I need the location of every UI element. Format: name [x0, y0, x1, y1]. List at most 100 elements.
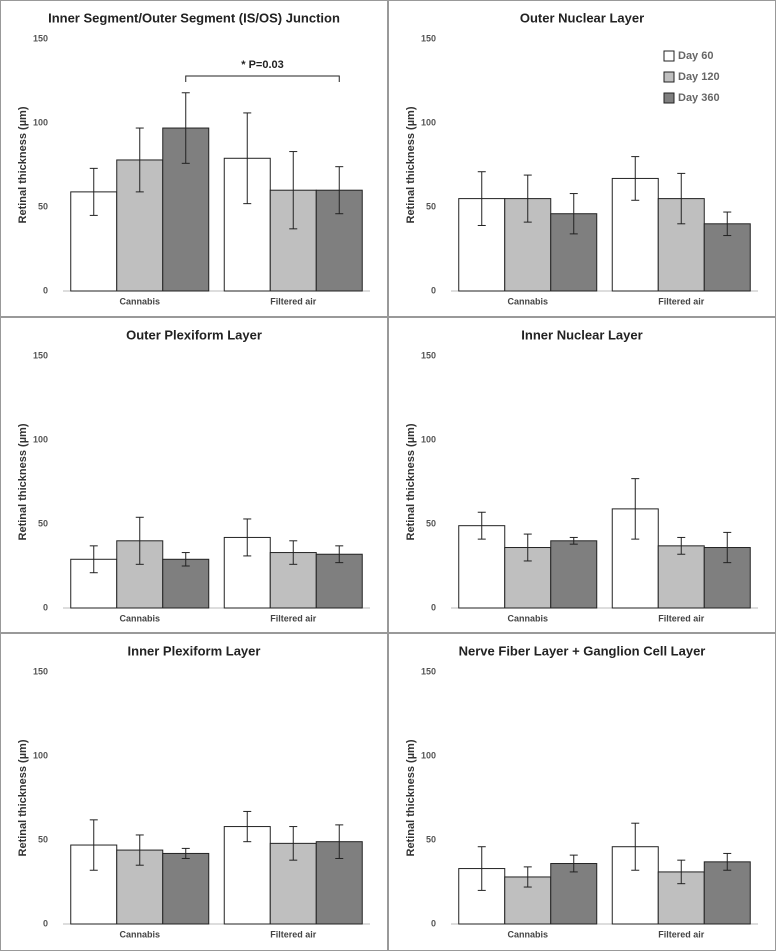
legend-label: Day 120 — [678, 71, 720, 83]
y-tick-label: 150 — [33, 666, 48, 676]
legend-swatch — [663, 71, 675, 83]
y-tick-label: 50 — [426, 518, 436, 528]
y-tick-label: 0 — [431, 602, 436, 612]
error-bar — [243, 810, 252, 843]
annotation: * P=0.03 — [241, 59, 284, 71]
y-tick-label: 150 — [421, 350, 436, 360]
x-tick-label: Filtered air — [658, 296, 705, 306]
error-bar — [477, 846, 486, 891]
bar — [162, 127, 210, 292]
bar — [550, 540, 598, 609]
error-bar — [135, 834, 144, 866]
x-tick-label: Cannabis — [507, 613, 548, 623]
bar — [269, 842, 317, 925]
bar — [162, 852, 210, 925]
y-axis-label: Retinal thickness (µm) — [17, 423, 29, 540]
bar — [550, 863, 598, 925]
error-bar — [181, 92, 190, 164]
chart-title: Inner Plexiform Layer — [128, 643, 261, 658]
y-tick-label: 0 — [43, 918, 48, 928]
error-bar — [335, 545, 344, 564]
error-bar — [335, 824, 344, 859]
error-bar — [89, 167, 98, 216]
y-tick-label: 150 — [33, 350, 48, 360]
y-tick-label: 50 — [38, 518, 48, 528]
significance-bracket — [185, 75, 340, 82]
y-tick-label: 50 — [426, 834, 436, 844]
chart-panel: Outer Nuclear Layer 0 50 100 150 Retinal thic… — [388, 0, 776, 317]
error-bar — [181, 552, 190, 567]
error-bar — [631, 478, 640, 540]
y-tick-label: 50 — [426, 201, 436, 211]
error-bar — [631, 156, 640, 201]
x-tick-label: Cannabis — [507, 929, 548, 939]
y-axis-label: Retinal thickness (µm) — [405, 106, 417, 223]
y-tick-label: 100 — [421, 117, 436, 127]
chart-title: Outer Nuclear Layer — [520, 10, 644, 25]
y-tick-label: 0 — [43, 285, 48, 295]
bar — [223, 826, 271, 925]
y-tick-label: 50 — [38, 834, 48, 844]
error-bar — [335, 166, 344, 215]
error-bar — [723, 531, 732, 564]
chart-title: Outer Plexiform Layer — [126, 327, 262, 342]
chart-title: Inner Segment/Outer Segment (IS/OS) Junc… — [48, 10, 340, 25]
y-tick-label: 150 — [421, 666, 436, 676]
chart-panel: Outer Plexiform Layer 0 50 100 150 Retinal th… — [0, 317, 388, 633]
error-bar — [89, 545, 98, 574]
error-bar — [289, 151, 298, 230]
y-tick-label: 100 — [33, 434, 48, 444]
error-bar — [723, 852, 732, 871]
chart-panel: Inner Segment/Outer Segment (IS/OS) Junc… — [0, 0, 388, 317]
error-bar — [677, 859, 686, 885]
x-tick-label: Cannabis — [119, 613, 160, 623]
error-bar — [135, 127, 144, 193]
y-tick-label: 0 — [43, 602, 48, 612]
error-bar — [677, 172, 686, 225]
legend-label: Day 360 — [678, 92, 720, 104]
bar — [162, 558, 210, 609]
error-bar — [569, 536, 578, 545]
x-tick-label: Filtered air — [658, 613, 705, 623]
error-bar — [677, 536, 686, 555]
error-bar — [289, 826, 298, 861]
error-bar — [89, 819, 98, 871]
y-tick-label: 0 — [431, 918, 436, 928]
y-tick-label: 150 — [421, 33, 436, 43]
error-bar — [243, 518, 252, 557]
x-tick-label: Filtered air — [270, 296, 317, 306]
error-bar — [631, 822, 640, 871]
y-tick-label: 0 — [431, 285, 436, 295]
error-bar — [477, 171, 486, 226]
x-tick-label: Filtered air — [270, 613, 317, 623]
y-tick-label: 100 — [421, 434, 436, 444]
y-tick-label: 100 — [421, 750, 436, 760]
y-tick-label: 50 — [38, 201, 48, 211]
y-axis-label: Retinal thickness (µm) — [17, 739, 29, 856]
y-tick-label: 100 — [33, 750, 48, 760]
error-bar — [477, 511, 486, 540]
y-axis-label: Retinal thickness (µm) — [17, 106, 29, 223]
error-bar — [243, 112, 252, 205]
x-tick-label: Cannabis — [119, 929, 160, 939]
x-tick-label: Cannabis — [507, 296, 548, 306]
x-tick-label: Filtered air — [270, 929, 317, 939]
y-tick-label: 150 — [33, 33, 48, 43]
y-tick-label: 100 — [33, 117, 48, 127]
error-bar — [523, 866, 532, 888]
error-bar — [135, 516, 144, 565]
chart-title: Nerve Fiber Layer + Ganglion Cell Layer — [459, 643, 706, 658]
error-bar — [523, 533, 532, 562]
error-bar — [523, 174, 532, 223]
bar — [703, 861, 751, 925]
chart-panel: Nerve Fiber Layer + Ganglion Cell Layer 0… — [388, 633, 776, 951]
chart-panel: Inner Plexiform Layer 0 50 100 150 Retinal th… — [0, 633, 388, 951]
x-tick-label: Filtered air — [658, 929, 705, 939]
error-bar — [569, 193, 578, 235]
y-axis-label: Retinal thickness (µm) — [405, 423, 417, 540]
legend-swatch — [663, 92, 675, 104]
legend-swatch — [663, 50, 675, 62]
x-tick-label: Cannabis — [119, 296, 160, 306]
bar — [657, 545, 705, 609]
